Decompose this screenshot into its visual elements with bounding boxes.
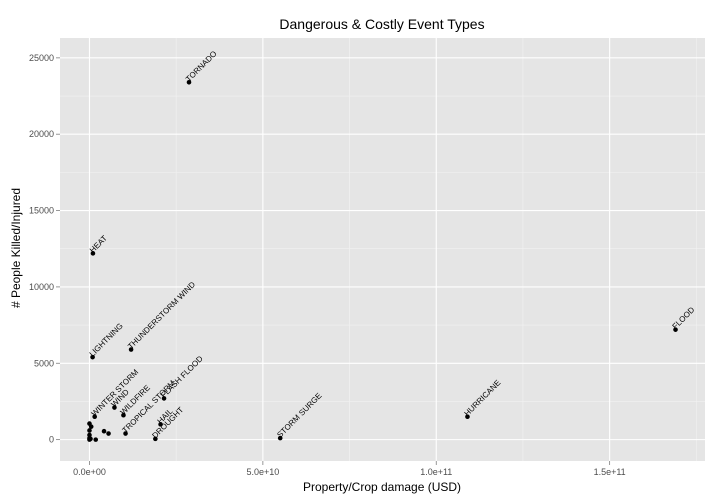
plot-panel	[60, 38, 705, 461]
x-axis-title: Property/Crop damage (USD)	[303, 480, 461, 494]
x-tick-label: 1.5e+11	[594, 467, 626, 477]
data-point	[123, 431, 128, 436]
y-tick-label: 15000	[29, 206, 54, 216]
chart-title: Dangerous & Costly Event Types	[279, 16, 484, 32]
grid-lines	[60, 38, 705, 461]
data-point	[673, 327, 678, 332]
y-tick-label: 10000	[29, 282, 54, 292]
data-point	[158, 422, 163, 427]
data-point	[465, 414, 470, 420]
data-points	[87, 79, 678, 442]
data-point	[186, 79, 192, 85]
data-point	[112, 405, 117, 410]
data-point	[90, 354, 95, 360]
x-tick-label: 0.0e+00	[73, 467, 106, 477]
data-point	[161, 396, 167, 401]
data-point	[128, 347, 134, 352]
data-point	[93, 437, 99, 442]
data-point	[106, 431, 111, 436]
data-point	[90, 251, 96, 256]
y-tick-label: 20000	[29, 129, 54, 139]
data-point	[88, 436, 93, 442]
data-point	[87, 428, 92, 433]
y-tick-label: 25000	[29, 53, 54, 63]
y-axis-ticks: 0 5000 10000 15000 20000 25000	[29, 53, 60, 445]
x-tick-label: 5.0e+10	[246, 467, 279, 477]
data-point	[88, 424, 94, 429]
x-tick-label: 1.0e+11	[420, 467, 452, 477]
panel-background	[60, 38, 705, 461]
data-point	[101, 428, 107, 434]
data-point	[92, 414, 97, 420]
data-point	[121, 412, 126, 418]
y-tick-label: 0	[49, 435, 54, 445]
data-point	[153, 436, 158, 442]
data-point	[277, 435, 283, 441]
y-axis-title: # People Killed/Injured	[9, 188, 23, 308]
y-tick-label: 5000	[34, 358, 54, 368]
x-axis-ticks: 0.0e+00 5.0e+10 1.0e+11 1.5e+11	[73, 461, 626, 477]
